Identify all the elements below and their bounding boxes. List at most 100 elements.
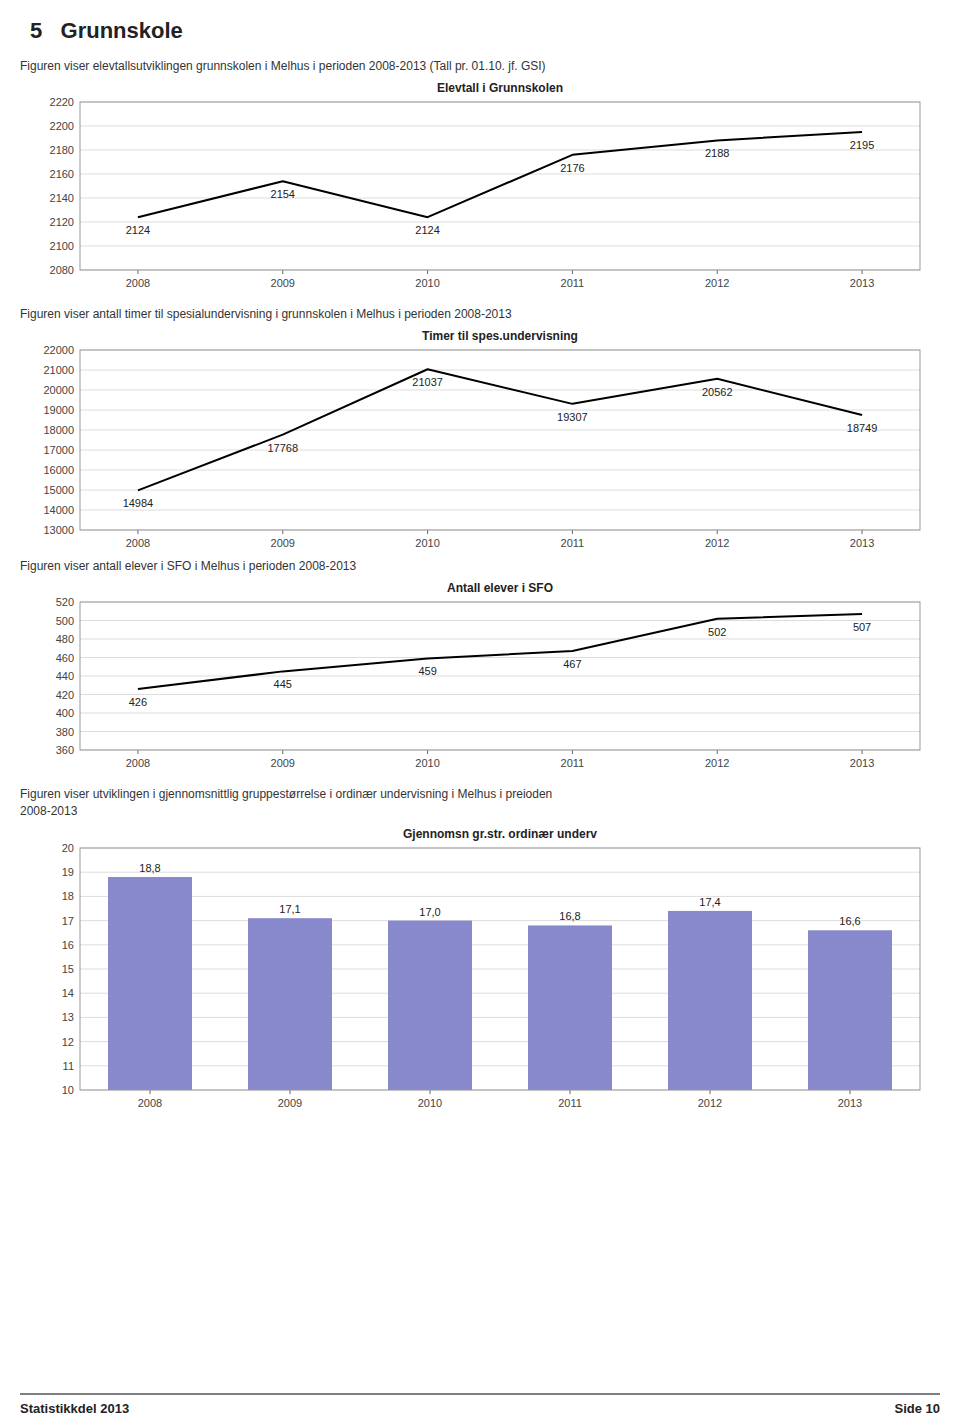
plot-area <box>80 350 920 530</box>
x-tick-label: 2010 <box>415 537 439 549</box>
y-tick-label: 10 <box>62 1084 74 1096</box>
grid-line <box>80 1017 920 1018</box>
chart: Figuren viser elevtallsutviklingen grunn… <box>20 59 920 289</box>
x-tick-label: 2008 <box>126 757 150 769</box>
y-tick-label: 400 <box>56 707 74 719</box>
x-tick <box>572 530 573 534</box>
plot-frame <box>80 602 920 750</box>
data-label: 19307 <box>557 411 588 423</box>
grid-line <box>80 174 920 175</box>
data-label: 18,8 <box>139 862 160 874</box>
chart: Figuren viser utviklingen i gjennomsnitt… <box>20 787 920 1109</box>
y-tick-label: 15 <box>62 963 74 975</box>
marks <box>138 132 862 217</box>
y-tick-label: 20000 <box>43 384 74 396</box>
x-tick-label: 2008 <box>126 277 150 289</box>
x-tick-label: 2012 <box>698 1097 722 1109</box>
y-tick-label: 12 <box>62 1036 74 1048</box>
x-tick-label: 2010 <box>415 757 439 769</box>
bar <box>108 877 192 1090</box>
y-tick-label: 16 <box>62 939 74 951</box>
y-tick-label: 14 <box>62 987 74 999</box>
footer-right: Side 10 <box>894 1401 940 1416</box>
x-tick <box>150 1090 151 1094</box>
x-tick <box>427 270 428 274</box>
data-label: 467 <box>563 658 581 670</box>
x-tick-label: 2010 <box>415 277 439 289</box>
y-tick-label: 380 <box>56 726 74 738</box>
chart: Figuren viser antall elever i SFO i Melh… <box>20 559 920 769</box>
data-label: 2124 <box>126 224 150 236</box>
page-title: 5 Grunnskole <box>30 18 183 43</box>
data-label: 17,0 <box>419 906 440 918</box>
grid-line <box>80 470 920 471</box>
bar <box>808 930 892 1090</box>
bar <box>388 921 472 1090</box>
footer-left: Statistikkdel 2013 <box>20 1401 129 1416</box>
x-tick <box>717 530 718 534</box>
data-label: 16,6 <box>839 915 860 927</box>
data-label: 2154 <box>271 188 295 200</box>
y-tick-label: 14000 <box>43 504 74 516</box>
x-tick-label: 2012 <box>705 757 729 769</box>
y-tick-label: 2200 <box>50 120 74 132</box>
grid-line <box>80 896 920 897</box>
y-tick-label: 13000 <box>43 524 74 536</box>
x-tick <box>137 750 138 754</box>
x-tick <box>427 530 428 534</box>
y-tick-label: 16000 <box>43 464 74 476</box>
line <box>138 369 862 490</box>
plot-area <box>80 102 920 270</box>
marks <box>138 614 862 689</box>
y-tick-label: 15000 <box>43 484 74 496</box>
y-tick-label: 11 <box>63 1060 74 1072</box>
chart-subtitle: 2008-2013 <box>20 804 78 818</box>
chart-title: Elevtall i Grunnskolen <box>437 81 563 95</box>
grid-line <box>80 490 920 491</box>
grid-line <box>80 969 920 970</box>
y-tick-label: 360 <box>56 744 74 756</box>
chart-subtitle: Figuren viser antall elever i SFO i Melh… <box>20 559 357 573</box>
y-tick-label: 2160 <box>50 168 74 180</box>
x-tick <box>572 750 573 754</box>
line <box>138 614 862 689</box>
grid-line <box>80 222 920 223</box>
y-tick-label: 520 <box>56 596 74 608</box>
grid-line <box>80 731 920 732</box>
data-label: 17,1 <box>279 903 300 915</box>
grid-line <box>80 676 920 677</box>
y-tick-label: 22000 <box>43 344 74 356</box>
x-tick <box>137 530 138 534</box>
chart-subtitle: Figuren viser antall timer til spesialun… <box>20 307 512 321</box>
data-labels: 18,817,117,016,817,416,6 <box>139 862 860 927</box>
marks <box>138 369 862 490</box>
marks <box>108 877 892 1090</box>
x-tick-label: 2011 <box>558 1097 582 1109</box>
x-tick-label: 2012 <box>705 537 729 549</box>
plot-frame <box>80 102 920 270</box>
y-tick-label: 17 <box>62 915 74 927</box>
x-tick <box>137 270 138 274</box>
data-label: 459 <box>418 665 436 677</box>
chart: Figuren viser antall timer til spesialun… <box>20 307 920 549</box>
grid-line <box>80 872 920 873</box>
x-tick <box>430 1090 431 1094</box>
x-tick <box>282 530 283 534</box>
x-tick-label: 2012 <box>705 277 729 289</box>
y-tick-label: 20 <box>62 842 74 854</box>
x-tick-label: 2011 <box>561 537 585 549</box>
y-tick-label: 18000 <box>43 424 74 436</box>
grid-line <box>80 620 920 621</box>
plot-area <box>80 602 920 750</box>
x-tick-label: 2009 <box>271 277 295 289</box>
x-tick-label: 2013 <box>850 537 874 549</box>
grid-line <box>80 1041 920 1042</box>
chart-subtitle: Figuren viser elevtallsutviklingen grunn… <box>20 59 546 73</box>
y-tick-label: 420 <box>56 689 74 701</box>
grid-line <box>80 510 920 511</box>
x-tick <box>717 750 718 754</box>
y-tick-label: 2140 <box>50 192 74 204</box>
x-tick-label: 2013 <box>838 1097 862 1109</box>
x-tick-label: 2010 <box>418 1097 442 1109</box>
y-tick-label: 17000 <box>43 444 74 456</box>
